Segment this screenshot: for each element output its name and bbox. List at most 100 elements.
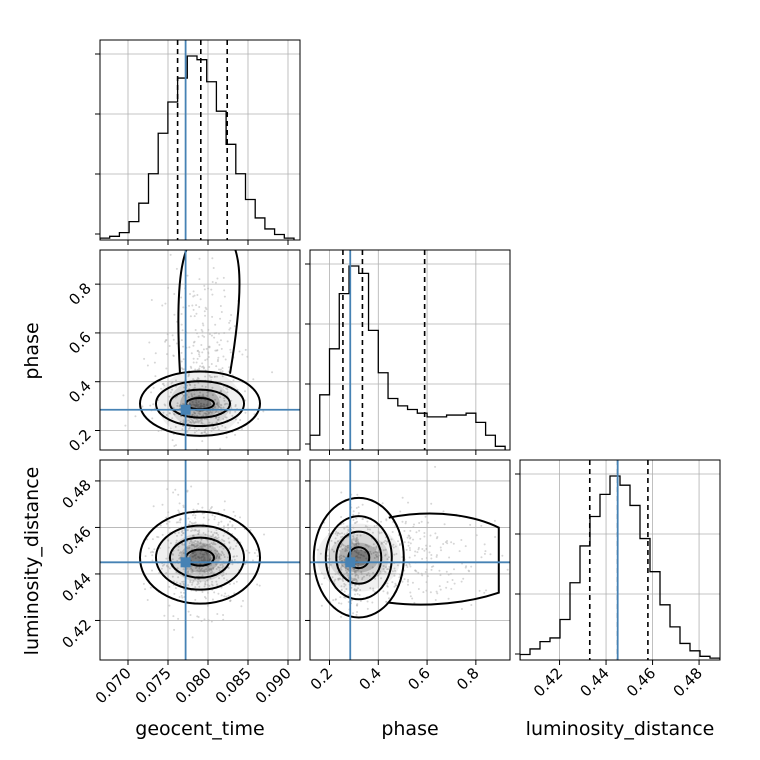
sample-point	[380, 577, 383, 580]
sample-point	[372, 543, 375, 546]
sample-point	[377, 574, 380, 577]
sample-point	[186, 570, 189, 573]
sample-point	[230, 559, 233, 562]
sample-point	[209, 553, 212, 556]
sample-point	[190, 567, 193, 570]
sample-point	[190, 485, 193, 488]
sample-point	[255, 549, 258, 552]
sample-point	[186, 540, 189, 543]
sample-point	[218, 556, 221, 559]
sample-point	[416, 551, 419, 554]
sample-point	[188, 546, 191, 549]
sample-point	[173, 313, 176, 316]
sample-point	[192, 290, 195, 293]
sample-point	[340, 543, 343, 546]
sample-point	[218, 569, 221, 572]
sample-point	[214, 543, 217, 546]
sample-point	[196, 581, 199, 584]
sample-point	[386, 558, 389, 561]
sample-point	[366, 544, 369, 547]
sample-point	[178, 405, 181, 408]
y-label-phase: phase	[21, 322, 43, 379]
sample-point	[196, 615, 199, 618]
y-tick-label: 0.6	[65, 328, 95, 358]
sample-point	[357, 506, 360, 509]
sample-point	[168, 567, 171, 570]
sample-point	[320, 604, 323, 607]
sample-point	[186, 430, 189, 433]
x-tick-label: 0.075	[132, 664, 175, 707]
sample-point	[198, 278, 201, 281]
sample-point	[182, 394, 185, 397]
sample-point	[447, 573, 450, 576]
sample-point	[424, 571, 427, 574]
sample-point	[229, 348, 232, 351]
sample-point	[198, 585, 201, 588]
sample-point	[213, 406, 216, 409]
sample-point	[347, 528, 350, 531]
sample-point	[207, 412, 210, 415]
sample-point	[194, 514, 197, 517]
sample-point	[356, 555, 359, 558]
sample-point	[408, 546, 411, 549]
sample-point	[421, 548, 424, 551]
sample-point	[351, 579, 354, 582]
sample-point	[213, 531, 216, 534]
sample-point	[164, 302, 167, 305]
sample-point	[173, 444, 176, 447]
sample-point	[215, 365, 218, 368]
sample-point	[190, 521, 193, 524]
sample-point	[192, 361, 195, 364]
sample-point	[233, 592, 236, 595]
sample-point	[208, 366, 211, 369]
sample-point	[339, 577, 342, 580]
sample-point	[357, 551, 360, 554]
sample-point	[353, 543, 356, 546]
sample-point	[183, 386, 186, 389]
sample-point	[372, 551, 375, 554]
sample-point	[356, 540, 359, 543]
sample-point	[242, 599, 245, 602]
sample-point	[207, 351, 210, 354]
sample-point	[344, 569, 347, 572]
sample-point	[166, 565, 169, 568]
sample-point	[381, 502, 384, 505]
sample-point	[338, 532, 341, 535]
sample-point	[222, 534, 225, 537]
sample-point	[359, 556, 362, 559]
sample-point	[212, 567, 215, 570]
sample-point	[203, 288, 206, 291]
sample-point	[336, 540, 339, 543]
sample-point	[157, 429, 160, 432]
sample-point	[169, 253, 172, 256]
sample-point	[194, 516, 197, 519]
sample-point	[176, 567, 179, 570]
sample-point	[197, 547, 200, 550]
sample-point	[182, 506, 185, 509]
sample-point	[439, 574, 442, 577]
sample-point	[174, 379, 177, 382]
sample-point	[435, 554, 438, 557]
sample-point	[180, 594, 183, 597]
sample-point	[191, 570, 194, 573]
sample-point	[210, 557, 213, 560]
sample-point	[196, 377, 199, 380]
sample-point	[393, 553, 396, 556]
sample-point	[194, 598, 197, 601]
sample-point	[373, 525, 376, 528]
sample-point	[423, 549, 426, 552]
sample-point	[328, 529, 331, 532]
sample-point	[384, 571, 387, 574]
sample-point	[194, 540, 197, 543]
sample-point	[421, 557, 424, 560]
sample-point	[192, 344, 195, 347]
sample-point	[413, 523, 416, 526]
sample-point	[217, 428, 220, 431]
sample-point	[211, 514, 214, 517]
density-shade	[158, 523, 242, 592]
sample-point	[235, 545, 238, 548]
sample-point	[214, 552, 217, 555]
sample-point	[394, 525, 397, 528]
sample-point	[152, 505, 155, 508]
sample-point	[337, 577, 340, 580]
